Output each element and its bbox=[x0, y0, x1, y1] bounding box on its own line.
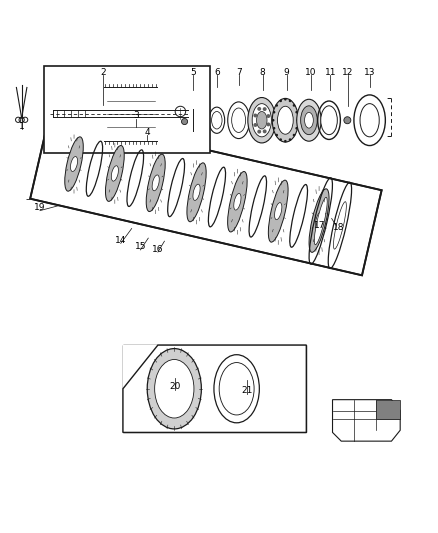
Text: 14: 14 bbox=[115, 236, 127, 245]
Circle shape bbox=[295, 111, 298, 114]
Circle shape bbox=[257, 107, 261, 111]
Text: 15: 15 bbox=[134, 243, 146, 252]
Ellipse shape bbox=[252, 103, 272, 137]
Circle shape bbox=[266, 123, 270, 126]
Ellipse shape bbox=[193, 184, 200, 200]
Ellipse shape bbox=[300, 106, 317, 135]
Circle shape bbox=[284, 98, 287, 101]
Circle shape bbox=[344, 117, 351, 124]
Bar bbox=[44, 66, 210, 153]
Ellipse shape bbox=[297, 99, 321, 141]
Ellipse shape bbox=[232, 108, 246, 133]
Ellipse shape bbox=[219, 362, 254, 415]
Circle shape bbox=[254, 123, 257, 127]
Text: 21: 21 bbox=[242, 386, 253, 395]
Ellipse shape bbox=[187, 163, 206, 222]
Circle shape bbox=[273, 111, 276, 114]
Ellipse shape bbox=[268, 180, 288, 242]
Ellipse shape bbox=[71, 157, 78, 172]
Ellipse shape bbox=[321, 106, 337, 135]
Text: 13: 13 bbox=[364, 68, 375, 77]
Bar bbox=[376, 400, 400, 419]
Ellipse shape bbox=[147, 349, 201, 429]
Ellipse shape bbox=[65, 137, 83, 191]
Circle shape bbox=[181, 118, 187, 125]
Ellipse shape bbox=[278, 106, 293, 134]
Text: 2: 2 bbox=[100, 68, 106, 77]
Text: 12: 12 bbox=[342, 68, 353, 77]
Circle shape bbox=[296, 119, 299, 122]
Circle shape bbox=[284, 140, 287, 142]
Text: 6: 6 bbox=[214, 68, 220, 77]
Circle shape bbox=[272, 119, 275, 122]
Circle shape bbox=[254, 114, 257, 117]
Text: 20: 20 bbox=[170, 382, 181, 391]
Polygon shape bbox=[332, 400, 400, 441]
Circle shape bbox=[263, 130, 267, 133]
Ellipse shape bbox=[94, 87, 115, 141]
Ellipse shape bbox=[257, 111, 267, 129]
Ellipse shape bbox=[155, 359, 194, 418]
Circle shape bbox=[279, 138, 282, 141]
Text: 9: 9 bbox=[284, 68, 290, 77]
Circle shape bbox=[295, 127, 298, 130]
Circle shape bbox=[293, 134, 295, 136]
Ellipse shape bbox=[272, 99, 298, 142]
Circle shape bbox=[289, 100, 291, 102]
Circle shape bbox=[263, 107, 267, 111]
Circle shape bbox=[273, 127, 276, 130]
Ellipse shape bbox=[234, 193, 241, 210]
Text: 18: 18 bbox=[333, 223, 345, 232]
Circle shape bbox=[257, 130, 261, 134]
Text: 8: 8 bbox=[260, 68, 265, 77]
Text: 16: 16 bbox=[152, 245, 164, 254]
Circle shape bbox=[276, 104, 278, 107]
Circle shape bbox=[293, 104, 295, 107]
Ellipse shape bbox=[146, 87, 168, 141]
Ellipse shape bbox=[314, 197, 327, 245]
Ellipse shape bbox=[304, 112, 313, 128]
Text: 11: 11 bbox=[325, 68, 336, 77]
Ellipse shape bbox=[315, 212, 323, 229]
Circle shape bbox=[266, 114, 270, 118]
Bar bbox=[123, 345, 306, 432]
Ellipse shape bbox=[152, 175, 159, 191]
Ellipse shape bbox=[309, 189, 329, 252]
Polygon shape bbox=[123, 345, 306, 432]
Text: 3: 3 bbox=[133, 111, 139, 120]
Circle shape bbox=[279, 100, 282, 102]
Text: 17: 17 bbox=[314, 221, 325, 230]
Polygon shape bbox=[30, 114, 381, 276]
Ellipse shape bbox=[111, 166, 118, 181]
Ellipse shape bbox=[106, 146, 124, 201]
Text: 10: 10 bbox=[305, 68, 316, 77]
Ellipse shape bbox=[146, 154, 165, 212]
Ellipse shape bbox=[275, 203, 282, 220]
Text: 5: 5 bbox=[190, 68, 196, 77]
Text: 19: 19 bbox=[34, 203, 46, 212]
Circle shape bbox=[289, 138, 291, 141]
Ellipse shape bbox=[228, 172, 247, 232]
Ellipse shape bbox=[248, 98, 276, 143]
Text: 7: 7 bbox=[236, 68, 241, 77]
Text: 4: 4 bbox=[144, 127, 150, 136]
Circle shape bbox=[276, 134, 278, 136]
Text: 1: 1 bbox=[19, 122, 25, 131]
Ellipse shape bbox=[212, 111, 222, 129]
Ellipse shape bbox=[360, 103, 379, 137]
Ellipse shape bbox=[333, 201, 346, 249]
